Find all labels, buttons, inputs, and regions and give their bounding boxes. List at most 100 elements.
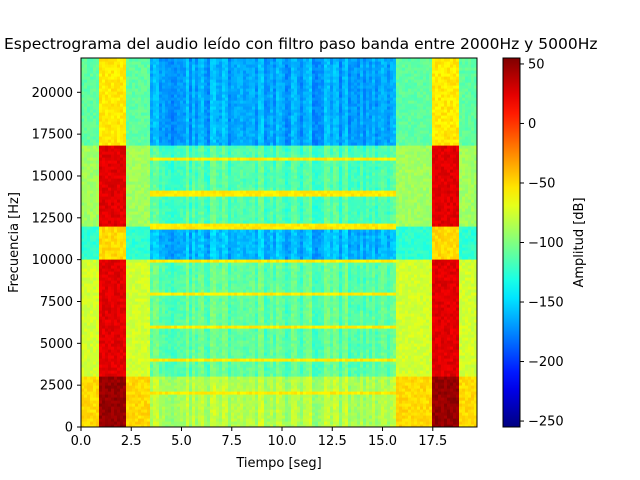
heatmap-cell-3940 xyxy=(177,412,181,416)
heatmap-cell-15 xyxy=(81,379,85,383)
heatmap-cell-4948 xyxy=(201,340,205,344)
heatmap-cell-3276 xyxy=(159,190,163,194)
heatmap-cell-1029 xyxy=(105,289,109,293)
heatmap-cell-1753 xyxy=(123,331,127,335)
heatmap-cell-4031 xyxy=(177,139,181,143)
heatmap-cell-1097 xyxy=(105,85,109,89)
heatmap-cell-2701 xyxy=(144,70,148,74)
heatmap-cell-788 xyxy=(99,274,103,278)
heatmap-cell-1234 xyxy=(111,412,115,416)
heatmap-cell-1306 xyxy=(111,196,115,200)
heatmap-cell-4451 xyxy=(189,355,193,359)
heatmap-cell-1641 xyxy=(120,298,124,302)
heatmap-cell-545 xyxy=(93,265,97,269)
heatmap-cell-3947 xyxy=(177,391,181,395)
heatmap-cell-4652 xyxy=(192,121,196,125)
heatmap-cell-3995 xyxy=(177,247,181,251)
heatmap-cell-4662 xyxy=(192,91,196,95)
heatmap-cell-3179 xyxy=(156,112,160,116)
heatmap-cell-4958 xyxy=(201,310,205,314)
heatmap-cell-3774 xyxy=(171,172,175,176)
heatmap-cell-2869 xyxy=(150,304,154,308)
heatmap-cell-3358 xyxy=(162,313,166,317)
heatmap-cell-2648 xyxy=(144,229,148,233)
heatmap-cell-4311 xyxy=(186,406,190,410)
heatmap-cell-2874 xyxy=(150,289,154,293)
heatmap-cell-1664 xyxy=(120,229,124,233)
heatmap-cell-296 xyxy=(87,274,91,278)
heatmap-cell-2883 xyxy=(150,262,154,266)
heatmap-cell-2633 xyxy=(144,274,148,278)
heatmap-cell-164 xyxy=(84,301,88,305)
heatmap-cell-366 xyxy=(87,64,91,68)
heatmap-cell-3510 xyxy=(165,226,169,230)
heatmap-cell-2700 xyxy=(144,73,148,77)
heatmap-cell-2019 xyxy=(129,271,133,275)
heatmap-cell-55 xyxy=(81,259,85,263)
heatmap-cell-2174 xyxy=(132,175,136,179)
heatmap-cell-3290 xyxy=(159,148,163,152)
heatmap-cell-2911 xyxy=(150,178,154,182)
heatmap-cell-890 xyxy=(102,337,106,341)
heatmap-cell-1422 xyxy=(114,217,118,221)
heatmap-cell-3728 xyxy=(171,310,175,314)
heatmap-cell-2752 xyxy=(147,286,151,290)
heatmap-cell-2696 xyxy=(144,85,148,89)
heatmap-cell-3633 xyxy=(168,226,172,230)
heatmap-cell-78 xyxy=(81,190,85,194)
heatmap-cell-4179 xyxy=(180,64,184,68)
heatmap-cell-3590 xyxy=(168,355,172,359)
heatmap-cell-3188 xyxy=(156,85,160,89)
heatmap-cell-4942 xyxy=(201,358,205,362)
heatmap-cell-1302 xyxy=(111,208,115,212)
heatmap-cell-2400 xyxy=(138,235,142,239)
heatmap-cell-3765 xyxy=(171,199,175,203)
heatmap-cell-2279 xyxy=(135,229,139,233)
heatmap-cell-4796 xyxy=(195,58,199,62)
heatmap-cell-893 xyxy=(102,328,106,332)
heatmap-cell-4645 xyxy=(192,142,196,146)
heatmap-cell-4654 xyxy=(192,115,196,119)
heatmap-cell-1134 xyxy=(108,343,112,347)
heatmap-cell-3119 xyxy=(156,292,160,296)
heatmap-cell-250 xyxy=(87,412,91,416)
heatmap-cell-1133 xyxy=(108,346,112,350)
heatmap-cell-4634 xyxy=(192,175,196,179)
heatmap-cell-3836 xyxy=(174,355,178,359)
heatmap-cell-1104 xyxy=(105,64,109,68)
heatmap-cell-1146 xyxy=(108,307,112,311)
heatmap-cell-3594 xyxy=(168,343,172,347)
heatmap-cell-757 xyxy=(99,367,103,371)
heatmap-cell-3710 xyxy=(171,364,175,368)
heatmap-cell-4519 xyxy=(189,151,193,155)
heatmap-cell-4323 xyxy=(186,370,190,374)
heatmap-cell-25 xyxy=(81,349,85,353)
heatmap-cell-3440 xyxy=(162,67,166,71)
heatmap-cell-667 xyxy=(96,268,100,272)
heatmap-cell-4319 xyxy=(186,382,190,386)
heatmap-cell-3298 xyxy=(159,124,163,128)
heatmap-cell-1163 xyxy=(108,256,112,260)
heatmap-cell-832 xyxy=(99,142,103,146)
heatmap-cell-1412 xyxy=(114,247,118,251)
heatmap-cell-3082 xyxy=(156,403,160,407)
heatmap-cell-3345 xyxy=(162,352,166,356)
heatmap-cell-4303 xyxy=(183,61,187,65)
heatmap-cell-102 xyxy=(81,118,85,122)
heatmap-cell-1207 xyxy=(108,124,112,128)
heatmap-cell-2032 xyxy=(129,232,133,236)
heatmap-cell-4504 xyxy=(189,196,193,200)
heatmap-cell-3162 xyxy=(156,163,160,167)
heatmap-cell-2155 xyxy=(132,232,136,236)
heatmap-cell-2624 xyxy=(144,301,148,305)
heatmap-cell-319 xyxy=(87,205,91,209)
heatmap-cell-257 xyxy=(87,391,91,395)
heatmap-cell-1403 xyxy=(114,274,118,278)
heatmap-cell-4438 xyxy=(189,394,193,398)
heatmap-cell-4769 xyxy=(195,139,199,143)
heatmap-cell-1005 xyxy=(105,361,109,365)
heatmap-cell-228 xyxy=(84,109,88,113)
heatmap-cell-425 xyxy=(90,256,94,260)
heatmap-cell-2067 xyxy=(129,127,133,131)
heatmap-cell-1637 xyxy=(120,310,124,314)
